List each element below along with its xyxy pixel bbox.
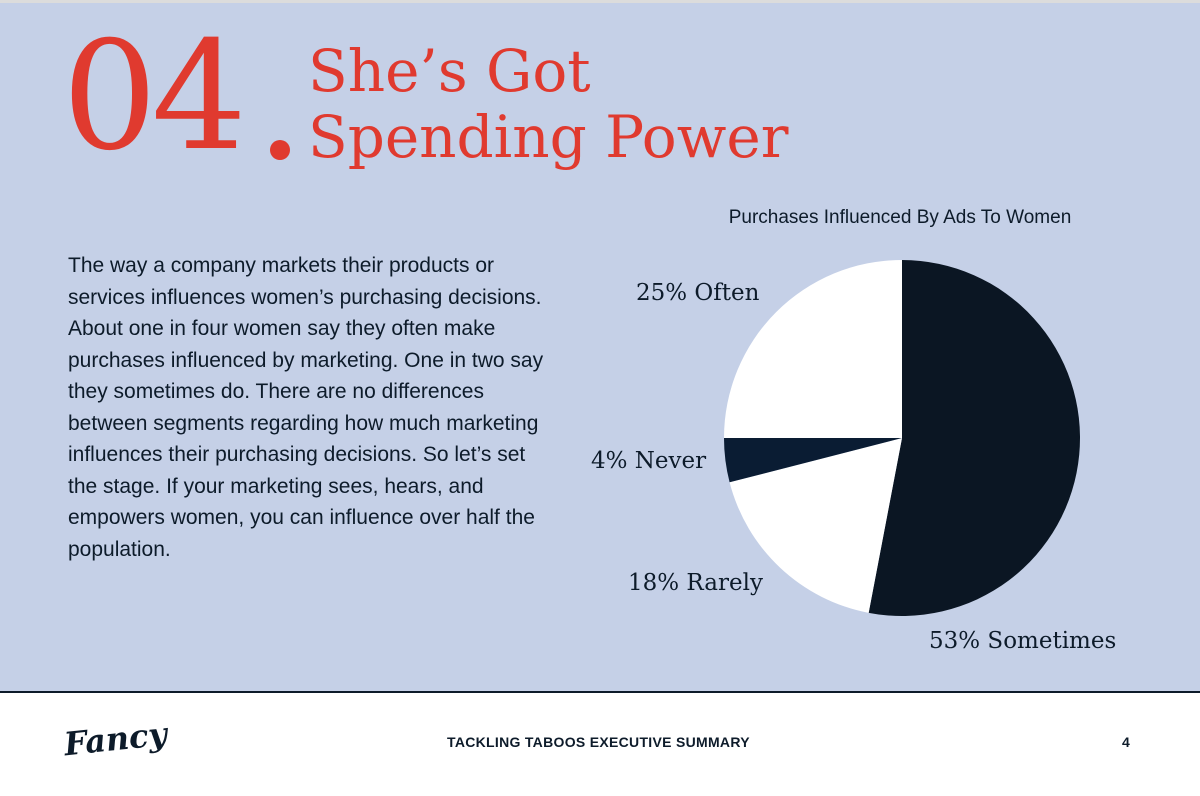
pie-slice-rarely xyxy=(729,438,902,613)
page-title-line-1: She’s Got xyxy=(308,37,591,105)
label-often: 25% Often xyxy=(636,280,760,306)
label-never: 4% Never xyxy=(591,448,707,474)
pie-slice-often xyxy=(724,260,902,438)
pie-slice-sometimes xyxy=(868,260,1080,616)
top-edge xyxy=(0,0,1200,3)
chart-title: Purchases Influenced By Ads To Women xyxy=(728,207,1072,228)
page-title-line-2: Spending Power xyxy=(308,103,789,171)
body-paragraph: The way a company markets their products… xyxy=(68,254,544,561)
document-title: TACKLING TABOOS EXECUTIVE SUMMARY xyxy=(447,734,750,750)
footer xyxy=(0,693,1200,796)
footer-divider xyxy=(0,691,1200,693)
pie-chart xyxy=(724,260,1080,616)
section-number: 04 xyxy=(62,10,247,184)
label-sometimes: 53% Sometimes xyxy=(929,628,1117,654)
pie-slice-never xyxy=(724,438,902,483)
page-title: She’s Got Spending Power xyxy=(308,38,788,170)
section-number-dot xyxy=(270,140,290,160)
label-rarely: 18% Rarely xyxy=(628,570,763,596)
page-number: 4 xyxy=(1122,734,1130,750)
